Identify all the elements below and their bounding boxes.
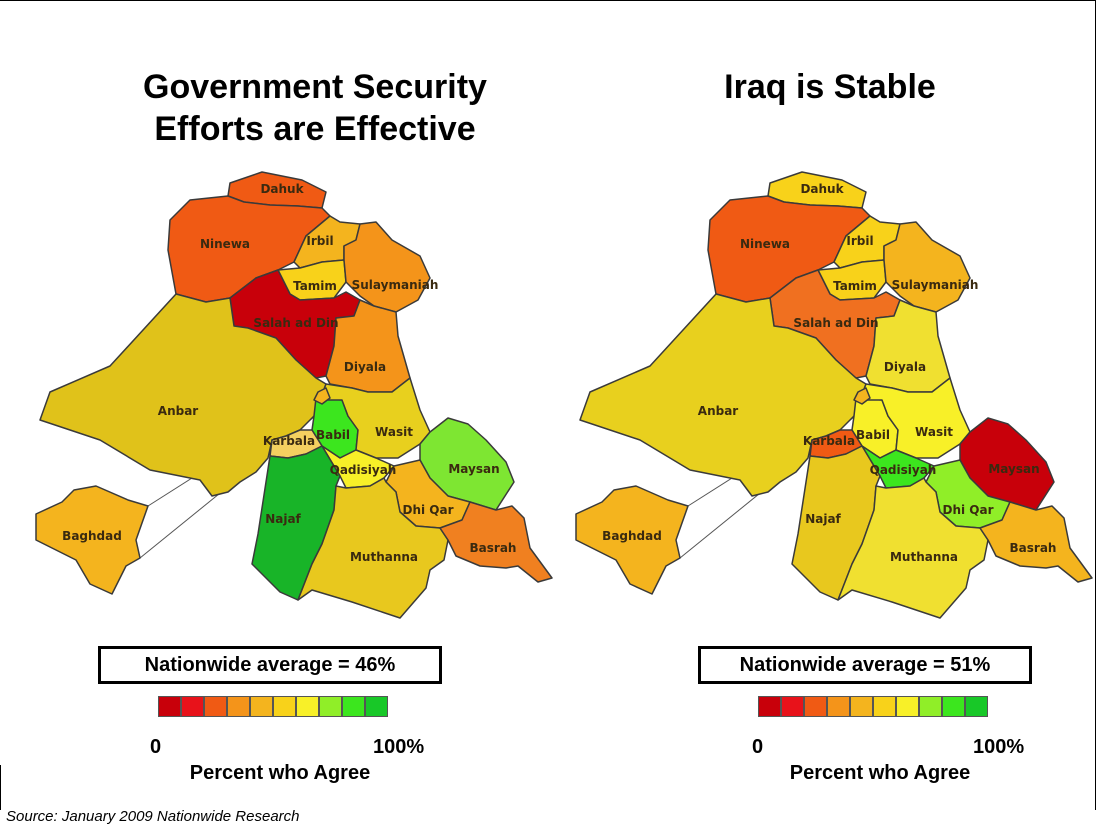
province-label-anbar: Anbar: [698, 404, 739, 418]
left-title-line1: Government Security: [143, 68, 487, 106]
province-label-qadisiyah: Qadisiyah: [870, 463, 937, 477]
iraq-province-map: Dahuk Ninewa Irbil Tamim Sulaymaniah Salah ad…: [35, 171, 553, 619]
baghdad-city-marker: [313, 387, 331, 405]
province-basrah: [439, 501, 553, 583]
province-label-sulaymaniah: Sulaymaniah: [892, 278, 979, 292]
scale-swatch-6: [273, 696, 296, 717]
province-basrah: [979, 501, 1093, 583]
left-scale-min: 0: [150, 736, 162, 758]
scale-swatch-9: [342, 696, 365, 717]
iraq-province-map: Dahuk Ninewa Irbil Tamim Sulaymaniah Salah ad…: [575, 171, 1093, 619]
province-label-salah-ad-din: Salah ad Din: [253, 316, 338, 330]
scale-swatch-3: [804, 696, 827, 717]
scale-swatch-10: [365, 696, 388, 717]
province-baghdad: [575, 485, 689, 595]
province-muthanna: [297, 477, 449, 619]
right-color-scale: [758, 696, 988, 717]
province-label-dahuk: Dahuk: [260, 182, 304, 196]
right-scale-max: 100%: [973, 736, 1025, 758]
province-qadisiyah: [321, 445, 395, 489]
scale-swatch-7: [296, 696, 319, 717]
scale-swatch-6: [873, 696, 896, 717]
scale-swatch-8: [319, 696, 342, 717]
province-label-diyala: Diyala: [344, 360, 386, 374]
scale-swatch-7: [896, 696, 919, 717]
province-label-anbar: Anbar: [158, 404, 199, 418]
right-iraq-map: Dahuk Ninewa Irbil Tamim Sulaymaniah Salah ad…: [540, 0, 1097, 640]
province-sulaymaniah: [343, 221, 431, 313]
scale-swatch-2: [181, 696, 204, 717]
scale-swatch-4: [827, 696, 850, 717]
province-wasit: [859, 377, 971, 459]
province-label-karbala: Karbala: [263, 434, 315, 448]
right-scale-min: 0: [752, 736, 764, 758]
left-iraq-map: Dahuk Ninewa Irbil Tamim Sulaymaniah Salah ad…: [0, 0, 560, 640]
right-nationwide-average: Nationwide average = 51%: [698, 646, 1032, 684]
province-label-dhi-qar: Dhi Qar: [942, 503, 993, 517]
province-label-wasit: Wasit: [375, 425, 413, 439]
left-title-line2: Efforts are Effective: [154, 110, 476, 148]
left-nationwide-average: Nationwide average = 46%: [98, 646, 442, 684]
right-title-line1: Iraq is Stable: [724, 68, 936, 106]
province-label-irbil: Irbil: [306, 234, 333, 248]
province-label-dahuk: Dahuk: [800, 182, 844, 196]
province-label-diyala: Diyala: [884, 360, 926, 374]
province-label-dhi-qar: Dhi Qar: [402, 503, 453, 517]
baghdad-city-marker: [853, 387, 871, 405]
province-label-sulaymaniah: Sulaymaniah: [352, 278, 439, 292]
right-scale-caption: Percent who Agree: [789, 762, 971, 784]
province-label-maysan: Maysan: [988, 462, 1039, 476]
province-label-tamim: Tamim: [833, 279, 877, 293]
province-label-maysan: Maysan: [448, 462, 499, 476]
province-baghdad: [35, 485, 149, 595]
province-label-babil: Babil: [316, 428, 350, 442]
province-label-ninewa: Ninewa: [740, 237, 790, 251]
province-label-basrah: Basrah: [1010, 541, 1057, 555]
province-label-qadisiyah: Qadisiyah: [330, 463, 397, 477]
province-label-salah-ad-din: Salah ad Din: [793, 316, 878, 330]
province-label-najaf: Najaf: [265, 512, 301, 526]
scale-swatch-5: [850, 696, 873, 717]
province-label-babil: Babil: [856, 428, 890, 442]
province-label-karbala: Karbala: [803, 434, 855, 448]
province-label-muthanna: Muthanna: [890, 550, 958, 564]
province-label-wasit: Wasit: [915, 425, 953, 439]
province-label-baghdad: Baghdad: [62, 529, 122, 543]
province-sulaymaniah: [883, 221, 971, 313]
left-scale-caption: Percent who Agree: [189, 762, 371, 784]
scale-swatch-10: [965, 696, 988, 717]
province-label-tamim: Tamim: [293, 279, 337, 293]
right-map-title: Iraq is Stable: [640, 66, 1020, 108]
source-note: Source: January 2009 Nationwide Research: [6, 808, 300, 825]
scale-swatch-2: [781, 696, 804, 717]
province-label-muthanna: Muthanna: [350, 550, 418, 564]
scale-swatch-5: [250, 696, 273, 717]
scale-swatch-9: [942, 696, 965, 717]
frame-left-edge: [0, 765, 1, 810]
province-qadisiyah: [861, 445, 935, 489]
scale-swatch-3: [204, 696, 227, 717]
left-scale-max: 100%: [373, 736, 425, 758]
left-color-scale: [158, 696, 388, 717]
scale-swatch-1: [758, 696, 781, 717]
province-label-irbil: Irbil: [846, 234, 873, 248]
province-wasit: [319, 377, 431, 459]
scale-swatch-8: [919, 696, 942, 717]
province-label-ninewa: Ninewa: [200, 237, 250, 251]
scale-swatch-4: [227, 696, 250, 717]
slide-frame: [0, 0, 1096, 810]
province-label-basrah: Basrah: [470, 541, 517, 555]
province-label-najaf: Najaf: [805, 512, 841, 526]
left-map-title: Government Security Efforts are Effectiv…: [100, 66, 530, 150]
province-label-baghdad: Baghdad: [602, 529, 662, 543]
province-muthanna: [837, 477, 989, 619]
scale-swatch-1: [158, 696, 181, 717]
